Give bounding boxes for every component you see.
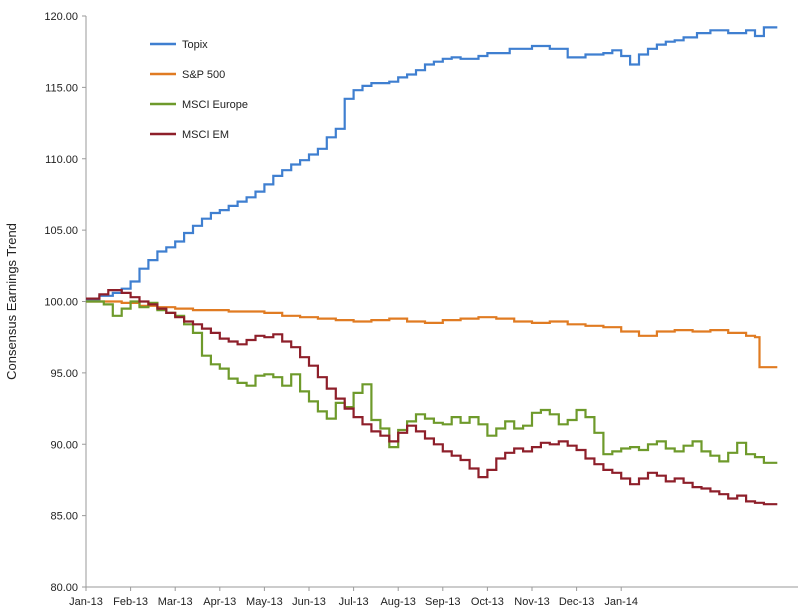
- series-lines: [86, 26, 778, 506]
- y-tick-label: 100.00: [44, 297, 78, 309]
- series-line-msci-europe: [86, 300, 778, 464]
- y-tick-label: 85.00: [50, 511, 78, 523]
- chart-legend: Topix S&P 500 MSCI Europe MSCI EM: [150, 39, 248, 141]
- x-tick-label: Dec-13: [559, 596, 594, 608]
- x-tick-label: Nov-13: [514, 596, 549, 608]
- legend-label: S&P 500: [182, 69, 225, 81]
- series-line-s-p-500: [86, 300, 778, 369]
- legend-label: Topix: [182, 39, 208, 51]
- series-line-topix: [86, 26, 778, 302]
- x-tick-label: Jun-13: [292, 596, 326, 608]
- x-tick-label: Aug-13: [380, 596, 415, 608]
- x-tick-label: Feb-13: [113, 596, 148, 608]
- y-tick-label: 95.00: [50, 368, 78, 380]
- y-axis-ticks: 80.00 85.00 90.00 95.00 100.00 105.00 110.00 11…: [44, 11, 86, 594]
- legend-label: MSCI EM: [182, 129, 229, 141]
- series-line-msci-em: [86, 289, 778, 506]
- y-tick-label: 90.00: [50, 439, 78, 451]
- x-tick-label: Jul-13: [339, 596, 369, 608]
- x-tick-label: Oct-13: [471, 596, 504, 608]
- y-axis-title: Consensus Earnings Trend: [4, 223, 19, 380]
- x-tick-label: Jan-13: [69, 596, 103, 608]
- y-tick-label: 120.00: [44, 11, 78, 23]
- x-tick-label: Sep-13: [425, 596, 460, 608]
- legend-label: MSCI Europe: [182, 99, 248, 111]
- y-tick-label: 105.00: [44, 225, 78, 237]
- x-tick-label: Apr-13: [203, 596, 236, 608]
- x-tick-label: May-13: [246, 596, 283, 608]
- x-axis-ticks: Jan-13 Feb-13 Mar-13 Apr-13 May-13 Jun-13 Jul-…: [69, 587, 638, 608]
- y-tick-label: 80.00: [50, 582, 78, 594]
- y-tick-label: 115.00: [45, 82, 78, 94]
- x-tick-label: Jan-14: [604, 596, 638, 608]
- y-tick-label: 110.00: [45, 154, 78, 166]
- x-tick-label: Mar-13: [158, 596, 193, 608]
